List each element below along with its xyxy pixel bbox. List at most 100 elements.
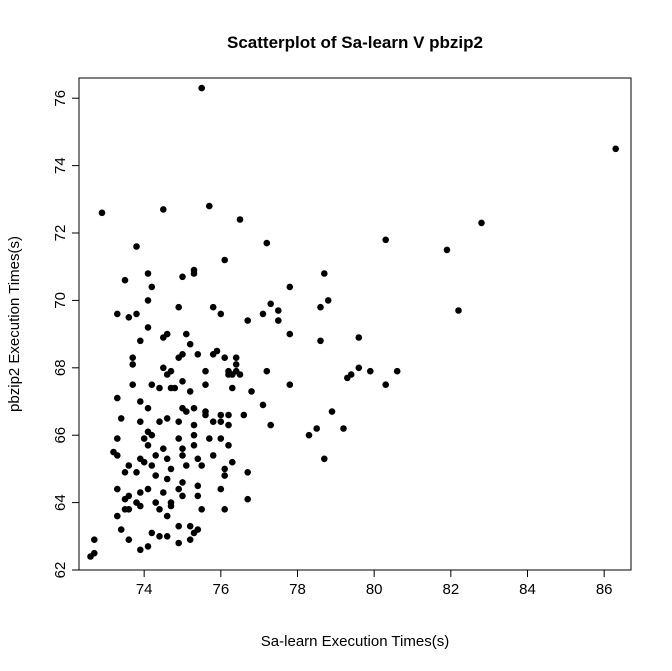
scatter-point — [190, 442, 198, 449]
scatter-point — [137, 398, 144, 405]
scatter-point — [121, 276, 129, 284]
x-tick-label: 82 — [442, 581, 459, 598]
scatter-point — [175, 539, 182, 547]
scatter-point — [137, 337, 144, 345]
scatter-point — [209, 418, 217, 426]
scatter-point — [206, 435, 213, 442]
scatter-point — [121, 495, 129, 503]
scatter-point — [267, 421, 275, 429]
y-axis: 62 64 66 68 70 72 74 76 — [52, 90, 79, 578]
scatter-point — [148, 381, 156, 389]
y-tick-label: 66 — [52, 427, 69, 444]
scatter-point — [217, 418, 225, 426]
scatter-point — [455, 307, 462, 314]
scatter-point — [244, 317, 251, 324]
scatter-point — [98, 209, 106, 217]
scatter-point — [163, 475, 171, 483]
scatter-point — [248, 388, 255, 395]
x-axis-label: Sa-learn Execution Times(s) — [261, 633, 449, 650]
x-tick-label: 84 — [519, 581, 536, 598]
scatter-point — [232, 354, 240, 362]
scatter-point — [275, 317, 282, 324]
scatter-point — [198, 506, 205, 513]
scatter-point — [321, 455, 328, 463]
scatter-point — [186, 388, 194, 395]
scatter-point — [194, 455, 202, 463]
scatter-point — [183, 462, 190, 469]
scatter-point — [328, 408, 336, 415]
y-tick-label: 76 — [52, 90, 69, 107]
scatter-point — [125, 314, 133, 321]
scatter-point — [317, 337, 324, 345]
y-tick-label: 72 — [52, 225, 69, 242]
scatter-point — [225, 442, 232, 449]
scatter-point — [144, 297, 152, 304]
scatter-point — [133, 469, 140, 476]
scatter-point — [382, 381, 390, 389]
scatter-point — [160, 206, 167, 213]
scatter-point — [114, 310, 121, 318]
scatter-point — [160, 489, 167, 496]
scatter-point — [186, 522, 194, 530]
scatter-point — [194, 482, 202, 490]
scatter-point — [179, 492, 186, 500]
scatter-point — [217, 435, 225, 442]
scatter-point — [175, 303, 182, 311]
scatter-point — [144, 485, 152, 493]
scatter-point — [229, 458, 236, 466]
scatter-point — [91, 536, 98, 543]
scatter-point — [152, 472, 159, 479]
scatter-point — [190, 266, 198, 274]
scatter-point — [144, 442, 152, 449]
scatter-point — [140, 458, 148, 466]
scatter-point — [114, 512, 121, 520]
scatter-point — [321, 270, 328, 277]
scatter-point — [167, 502, 175, 510]
scatter-point — [144, 404, 152, 412]
scatter-point — [221, 472, 228, 479]
scatter-point — [137, 502, 144, 510]
scatter-point — [175, 354, 182, 362]
chart-title: Scatterplot of Sa-learn V pbzip2 — [227, 33, 483, 52]
scatter-point — [190, 421, 198, 429]
scatter-point — [163, 512, 171, 520]
scatter-point — [209, 452, 217, 459]
scatter-point — [179, 378, 186, 385]
y-tick-label: 70 — [52, 292, 69, 309]
scatter-point — [148, 462, 156, 469]
scatter-point — [163, 533, 171, 540]
scatter-point — [443, 246, 451, 254]
scatter-point — [144, 543, 152, 550]
scatter-point — [133, 243, 140, 250]
scatter-point — [175, 522, 182, 530]
scatter-point — [355, 364, 363, 372]
scatter-point — [209, 303, 217, 311]
scatter-point — [160, 334, 167, 341]
scatter-point — [263, 367, 271, 375]
scatter-point — [114, 452, 121, 459]
scatter-point — [236, 216, 244, 223]
scatter-point — [125, 462, 133, 469]
scatter-point — [286, 330, 294, 338]
y-axis-label: pbzip2 Execution Times(s) — [6, 236, 23, 412]
scatter-point — [133, 310, 140, 318]
scatter-point — [263, 239, 271, 247]
scatter-point — [217, 411, 225, 419]
x-tick-label: 74 — [136, 581, 153, 598]
scatter-point — [121, 469, 129, 476]
scatter-point — [206, 202, 213, 210]
scatter-point — [175, 435, 182, 442]
scatter-point — [317, 303, 324, 311]
scatter-point — [148, 529, 156, 537]
scatter-point — [259, 310, 267, 318]
scatter-point — [244, 495, 251, 503]
scatter-point — [129, 381, 136, 389]
scatter-point — [152, 452, 159, 459]
scatter-point — [355, 334, 363, 341]
scatter-point — [186, 340, 194, 348]
plot-area-frame — [78, 77, 632, 571]
scatter-point — [344, 374, 351, 382]
scatter-point — [179, 479, 186, 486]
